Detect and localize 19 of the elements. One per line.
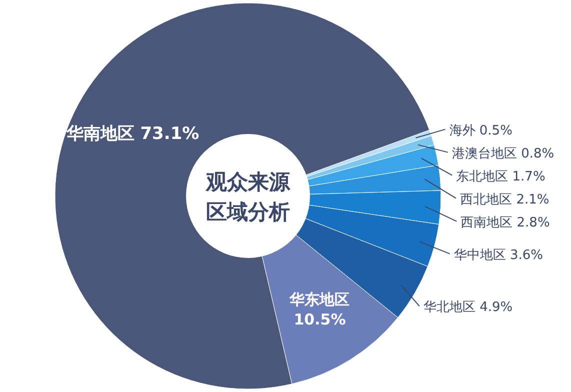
data-label: 10.5% (294, 310, 346, 328)
slice-label: 华中地区 (454, 248, 506, 263)
data-label: 3.6% (510, 248, 543, 263)
data-label: 73.1% (140, 124, 200, 144)
slice-label: 西北地区 (460, 192, 512, 208)
data-label: 0.8% (521, 146, 554, 162)
data-label: 1.7% (512, 169, 546, 184)
slice-label: 华北地区 (423, 300, 476, 316)
text: 观众来源区域分析 (205, 170, 291, 224)
slice-label: 海外 (449, 123, 476, 138)
data-label: 2.1% (516, 192, 550, 208)
data-label: 4.9% (480, 300, 513, 316)
slice-label: 西南地区 (460, 215, 513, 230)
data-label: 2.8% (516, 215, 550, 230)
data-label: 0.5% (479, 123, 512, 138)
slice-label: 东北地区 (456, 169, 508, 184)
slice-label: 港澳台地区 (452, 146, 517, 162)
slice-label: 华东地区 (288, 290, 350, 308)
slice-label: 华南地区 (66, 124, 134, 144)
